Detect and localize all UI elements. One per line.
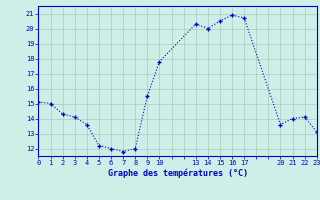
X-axis label: Graphe des températures (°C): Graphe des températures (°C)	[108, 169, 248, 178]
